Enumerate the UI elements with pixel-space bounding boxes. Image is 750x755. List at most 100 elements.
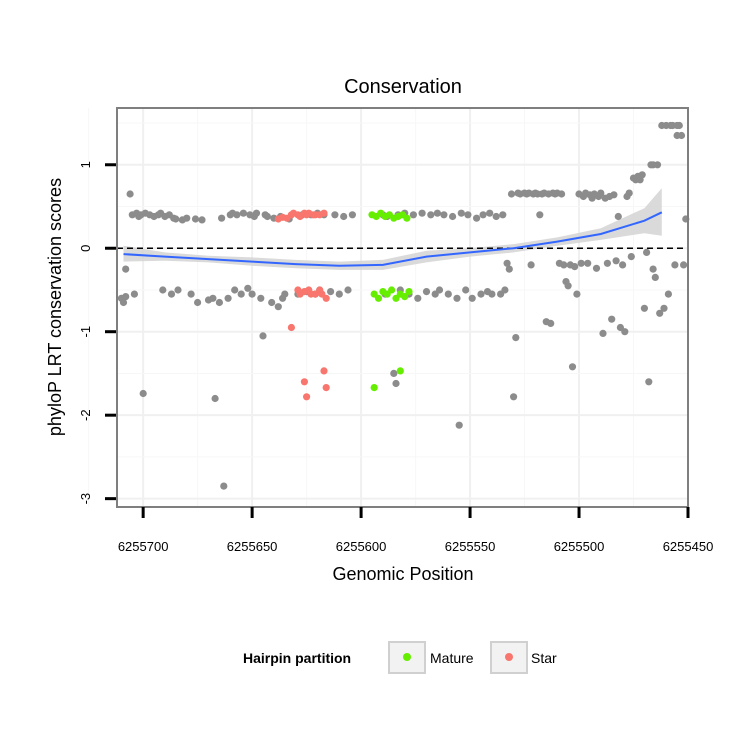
data-point-other xyxy=(453,294,461,302)
data-point-other xyxy=(558,190,566,198)
data-point-other xyxy=(414,294,422,302)
data-point-star xyxy=(322,384,330,392)
data-point-other xyxy=(477,290,485,298)
data-point-other xyxy=(233,211,241,219)
data-point-other xyxy=(427,211,435,219)
y-tick-label: -3 xyxy=(78,493,93,505)
data-point-other xyxy=(263,212,271,221)
data-point-other xyxy=(527,261,535,269)
data-point-other xyxy=(505,265,513,273)
data-point-mature xyxy=(405,288,413,296)
data-point-other xyxy=(660,304,668,312)
data-point-other xyxy=(462,286,470,294)
data-point-other xyxy=(130,290,138,298)
legend-title: Hairpin partition xyxy=(243,650,351,666)
data-point-other xyxy=(248,290,256,298)
data-point-other xyxy=(187,290,195,298)
data-point-other xyxy=(167,290,176,298)
x-axis-label: Genomic Position xyxy=(332,564,473,584)
data-point-other xyxy=(259,332,267,340)
data-point-star xyxy=(300,378,308,386)
series-other xyxy=(117,121,690,490)
data-point-other xyxy=(335,290,343,298)
data-point-mature xyxy=(370,384,378,392)
data-point-other xyxy=(638,171,646,179)
data-point-other xyxy=(656,309,664,317)
smooth-confidence-band xyxy=(123,188,662,270)
data-point-other xyxy=(172,215,180,223)
data-point-other xyxy=(547,319,555,327)
data-point-other xyxy=(645,378,653,386)
smooth-line xyxy=(123,211,663,267)
data-point-other xyxy=(220,482,228,490)
data-point-other xyxy=(209,294,217,302)
data-point-other xyxy=(433,209,441,217)
data-point-other xyxy=(577,259,585,267)
smooth-line-path xyxy=(123,211,663,267)
legend-dot-mature xyxy=(403,653,411,661)
data-point-other xyxy=(449,212,457,221)
smooth-band-area xyxy=(123,188,662,270)
data-point-other xyxy=(486,209,494,217)
data-point-other xyxy=(503,259,511,267)
data-point-other xyxy=(653,161,662,169)
x-tick-label: 6255600 xyxy=(336,539,387,554)
legend-label-star: Star xyxy=(531,650,557,666)
data-point-other xyxy=(440,211,448,219)
data-point-other xyxy=(627,253,635,261)
data-point-other xyxy=(139,389,147,398)
y-axis-label: phyloP LRT conservation scores xyxy=(45,178,65,436)
data-point-other xyxy=(573,290,581,298)
data-point-other xyxy=(584,259,592,267)
data-point-other xyxy=(649,265,657,273)
plot-panel-border xyxy=(116,107,689,508)
data-point-star xyxy=(320,209,328,217)
legend-dot-star xyxy=(505,653,513,661)
data-point-other xyxy=(331,211,339,219)
data-point-other xyxy=(614,212,622,221)
data-point-other xyxy=(215,298,223,307)
data-point-other xyxy=(680,261,688,269)
data-point-other xyxy=(603,259,612,267)
data-point-mature xyxy=(388,286,396,294)
data-point-other xyxy=(418,209,426,217)
data-point-other xyxy=(610,191,618,199)
data-point-other xyxy=(492,212,500,221)
chart-title: Conservation xyxy=(344,76,462,98)
data-point-other xyxy=(252,209,261,217)
x-tick-label: 6255450 xyxy=(663,539,714,554)
data-points xyxy=(117,121,690,490)
data-point-other xyxy=(239,209,247,217)
data-point-other xyxy=(191,215,200,223)
data-point-other xyxy=(468,294,476,302)
data-point-other xyxy=(224,294,232,302)
data-point-other xyxy=(392,379,400,388)
data-point-mature xyxy=(401,293,409,301)
data-point-other xyxy=(409,211,417,219)
grid xyxy=(88,108,689,507)
data-point-other xyxy=(564,282,572,290)
data-point-other xyxy=(348,211,356,219)
data-point-other xyxy=(625,189,633,197)
data-point-star xyxy=(303,393,311,401)
data-point-other xyxy=(268,298,276,307)
data-point-other xyxy=(473,214,481,222)
data-point-other xyxy=(509,393,518,401)
data-point-other xyxy=(568,363,577,371)
y-tick-label: -2 xyxy=(78,409,93,421)
data-point-other xyxy=(126,190,134,198)
data-point-other xyxy=(122,293,130,301)
data-point-other xyxy=(257,294,265,302)
data-point-other xyxy=(327,288,335,296)
data-point-other xyxy=(675,121,683,130)
data-point-other xyxy=(237,290,245,298)
data-point-mature xyxy=(403,214,411,222)
data-point-other xyxy=(536,211,544,219)
data-point-other xyxy=(479,211,487,219)
y-tick-label: 0 xyxy=(78,245,93,252)
data-point-other xyxy=(340,212,348,221)
legend-label-mature: Mature xyxy=(430,650,474,666)
data-point-other xyxy=(592,264,601,272)
data-point-other xyxy=(174,286,182,294)
data-point-other xyxy=(499,211,507,219)
